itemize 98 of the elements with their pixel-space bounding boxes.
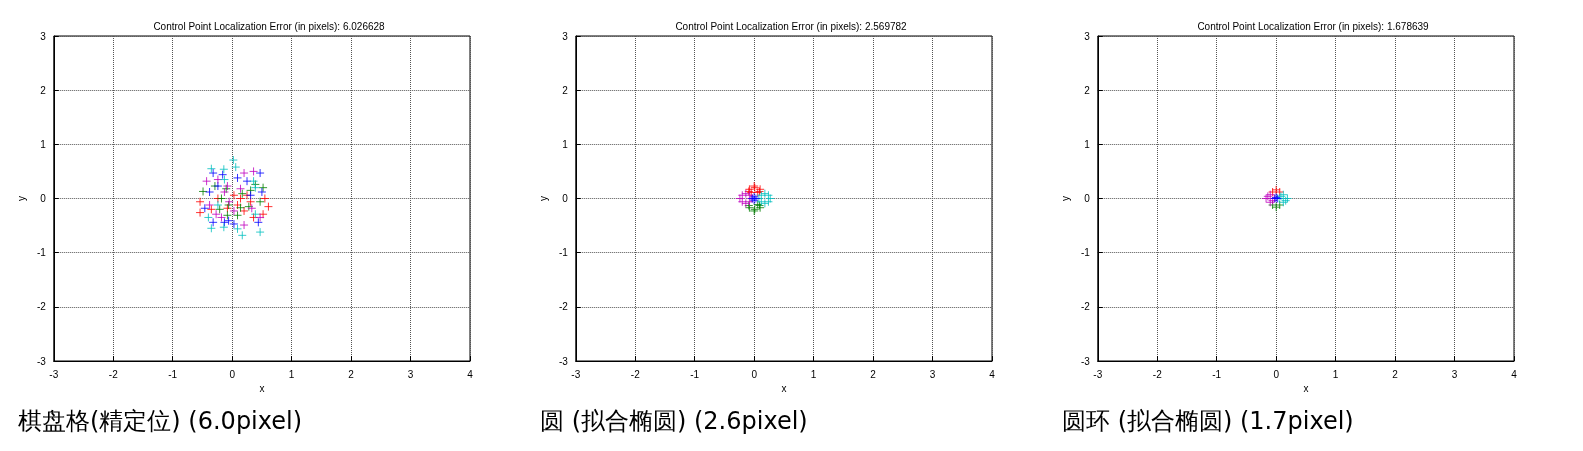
point — [255, 227, 265, 237]
point — [229, 206, 239, 216]
chart-title: Control Point Localization Error (in pixels): 6.026628 — [153, 20, 386, 32]
point — [206, 223, 216, 233]
point — [263, 202, 273, 212]
x-tick-label: -3 — [1093, 368, 1103, 380]
x-tick-label: 1 — [1332, 368, 1339, 380]
text: 棋盘格(精定位) (6.0pixel) — [18, 407, 303, 435]
y-tick-label: 1 — [40, 138, 47, 150]
point — [242, 176, 252, 186]
point — [260, 194, 270, 203]
point — [219, 217, 229, 227]
point — [213, 175, 223, 185]
x-tick-label: -1 — [1212, 368, 1222, 380]
x-tick-label: 2 — [870, 368, 877, 380]
y-tick-label: -1 — [1080, 247, 1091, 259]
point — [202, 176, 212, 186]
point — [208, 168, 218, 178]
point — [258, 183, 268, 193]
y-tick-label: -3 — [1080, 355, 1091, 367]
x-tick-label: 4 — [1511, 368, 1518, 380]
point — [206, 164, 216, 174]
x-tick-label: 2 — [1392, 368, 1399, 380]
point — [213, 200, 223, 210]
x-tick-label: 0 — [1273, 368, 1280, 380]
x-tick-label: 3 — [407, 368, 414, 380]
point — [239, 220, 249, 230]
text: 圆 (拟合椭圆) (2.6pixel) — [540, 407, 808, 435]
point — [219, 164, 229, 174]
y-tick-label: 2 — [1084, 84, 1091, 96]
point — [205, 187, 215, 197]
x-tick-label: 1 — [288, 368, 295, 380]
y-tick-label: 2 — [40, 84, 47, 96]
y-axis-title: y — [15, 196, 27, 201]
point — [198, 186, 208, 196]
point — [249, 166, 259, 176]
point — [250, 183, 260, 193]
x-axis-title: x — [259, 383, 265, 395]
y-tick-label: 3 — [562, 30, 569, 42]
point — [205, 200, 215, 210]
point — [239, 168, 249, 178]
y-tick-label: -2 — [558, 301, 569, 313]
x-tick-label: 3 — [929, 368, 936, 380]
point — [235, 184, 245, 194]
y-tick-label: 3 — [40, 30, 47, 42]
x-tick-label: -2 — [1152, 368, 1163, 380]
point — [253, 217, 263, 227]
chart-title: Control Point Localization Error (in pixels): 2.569782 — [675, 20, 908, 32]
point — [255, 197, 265, 207]
x-tick-label: 4 — [467, 368, 474, 380]
point — [203, 212, 213, 222]
point — [195, 197, 205, 207]
x-tick-label: -2 — [630, 368, 641, 380]
x-tick-label: -1 — [690, 368, 700, 380]
point — [219, 175, 229, 185]
point — [219, 222, 229, 232]
y-tick-label: -2 — [1080, 301, 1091, 313]
y-tick-label: 3 — [1084, 30, 1091, 42]
point — [218, 170, 228, 180]
y-tick-label: 0 — [1084, 193, 1091, 204]
x-tick-label: 0 — [751, 368, 758, 380]
y-tick-label: -1 — [558, 247, 569, 259]
x-tick-label: 1 — [810, 368, 817, 380]
point — [257, 187, 267, 197]
point — [237, 189, 247, 199]
text: 圆环 (拟合椭圆) (1.7pixel) — [1062, 407, 1354, 435]
x-tick-label: -3 — [571, 368, 581, 380]
point — [246, 190, 256, 200]
point — [222, 210, 232, 220]
y-tick-label: 0 — [40, 193, 47, 204]
point — [255, 168, 265, 178]
point — [208, 217, 218, 227]
x-tick-label: -1 — [168, 368, 178, 380]
point — [228, 155, 238, 165]
point — [200, 203, 210, 213]
x-tick-label: -2 — [108, 368, 119, 380]
y-axis-title: y — [1059, 196, 1071, 201]
x-tick-label: 3 — [1451, 368, 1458, 380]
chart-title: Control Point Localization Error (in pixels): 1.678639 — [1197, 20, 1430, 32]
point — [233, 173, 243, 183]
x-axis-title: x — [781, 383, 787, 395]
point — [239, 206, 249, 216]
x-tick-label: 2 — [348, 368, 355, 380]
y-tick-label: 1 — [1084, 138, 1091, 150]
x-axis-title: x — [1303, 383, 1309, 395]
x-tick-label: 4 — [989, 368, 996, 380]
y-tick-label: 2 — [562, 84, 569, 96]
y-tick-label: -3 — [36, 355, 47, 367]
y-tick-label: -2 — [36, 301, 47, 313]
y-tick-label: -3 — [558, 355, 569, 367]
y-tick-label: 1 — [562, 138, 569, 150]
y-tick-label: 0 — [562, 193, 569, 204]
x-tick-label: 0 — [229, 368, 236, 380]
y-axis-title: y — [537, 196, 549, 201]
point — [231, 162, 241, 172]
x-tick-label: -3 — [49, 368, 59, 380]
y-tick-label: -1 — [36, 247, 47, 259]
point — [195, 208, 205, 218]
